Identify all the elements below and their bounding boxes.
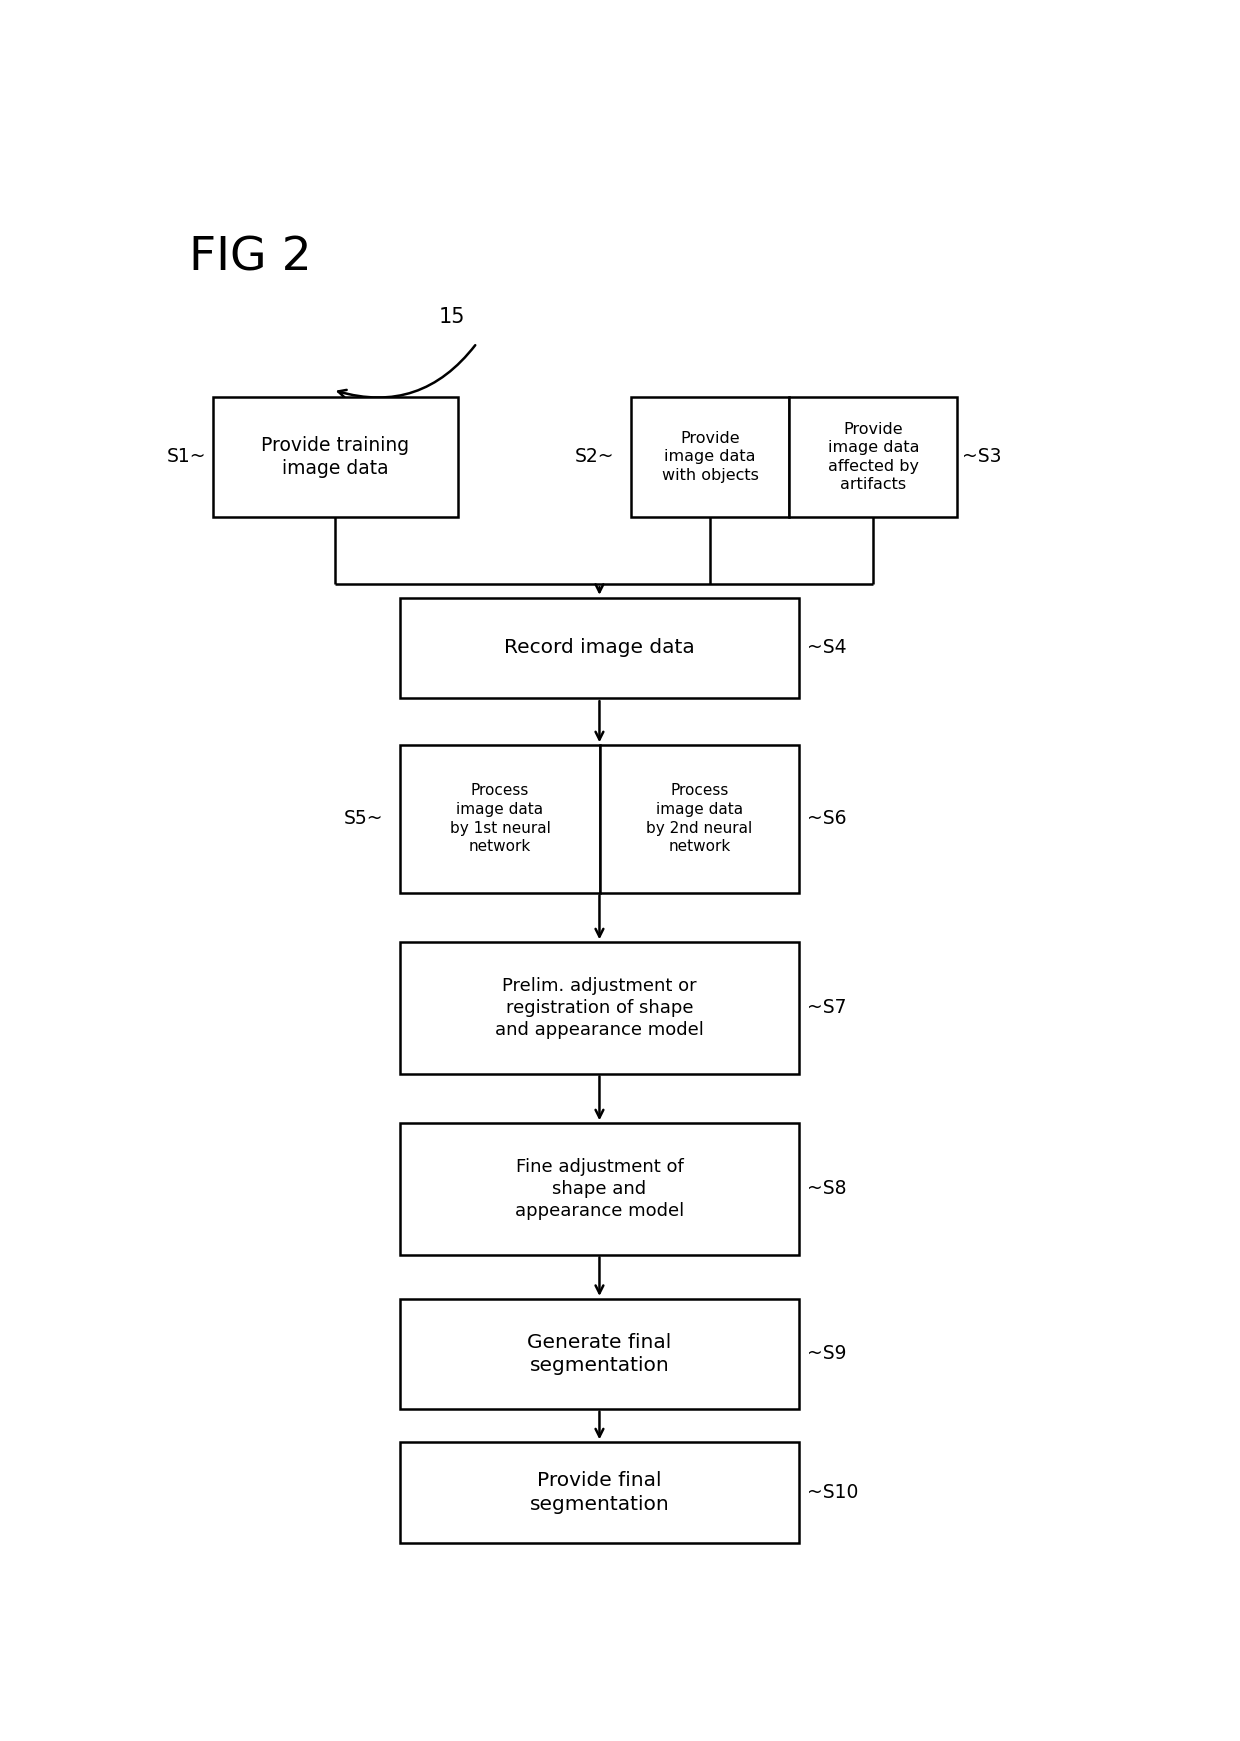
- Text: ~S7: ~S7: [806, 998, 846, 1017]
- Text: Provide
image data
affected by
artifacts: Provide image data affected by artifacts: [827, 421, 919, 493]
- Bar: [631, 397, 789, 517]
- Text: ~S4: ~S4: [806, 639, 846, 658]
- Text: Process
image data
by 1st neural
network: Process image data by 1st neural network: [450, 783, 551, 855]
- Text: Prelim. adjustment or
registration of shape
and appearance model: Prelim. adjustment or registration of sh…: [495, 977, 704, 1039]
- Bar: [401, 1299, 799, 1408]
- Bar: [789, 397, 957, 517]
- Text: ~S3: ~S3: [962, 447, 1002, 467]
- Bar: [401, 942, 799, 1074]
- Text: S2~: S2~: [575, 447, 615, 467]
- Text: Generate final
segmentation: Generate final segmentation: [527, 1332, 672, 1375]
- Text: ~S6: ~S6: [806, 810, 846, 829]
- Text: Record image data: Record image data: [505, 639, 694, 658]
- Text: 15: 15: [439, 306, 465, 327]
- Bar: [401, 1442, 799, 1543]
- Bar: [213, 397, 458, 517]
- Bar: [401, 597, 799, 698]
- Text: ~S9: ~S9: [806, 1344, 846, 1363]
- Text: Provide training
image data: Provide training image data: [262, 435, 409, 479]
- Bar: [401, 1123, 799, 1255]
- Text: Fine adjustment of
shape and
appearance model: Fine adjustment of shape and appearance …: [515, 1158, 684, 1220]
- Text: FIG 2: FIG 2: [188, 235, 311, 280]
- Bar: [401, 745, 600, 893]
- Bar: [600, 745, 799, 893]
- Text: S5~: S5~: [343, 810, 383, 829]
- Text: ~S10: ~S10: [806, 1483, 858, 1502]
- Text: Provide
image data
with objects: Provide image data with objects: [662, 430, 759, 482]
- Text: S1~: S1~: [166, 447, 206, 467]
- Text: Process
image data
by 2nd neural
network: Process image data by 2nd neural network: [646, 783, 753, 855]
- Text: Provide final
segmentation: Provide final segmentation: [529, 1471, 670, 1513]
- Text: ~S8: ~S8: [806, 1179, 846, 1198]
